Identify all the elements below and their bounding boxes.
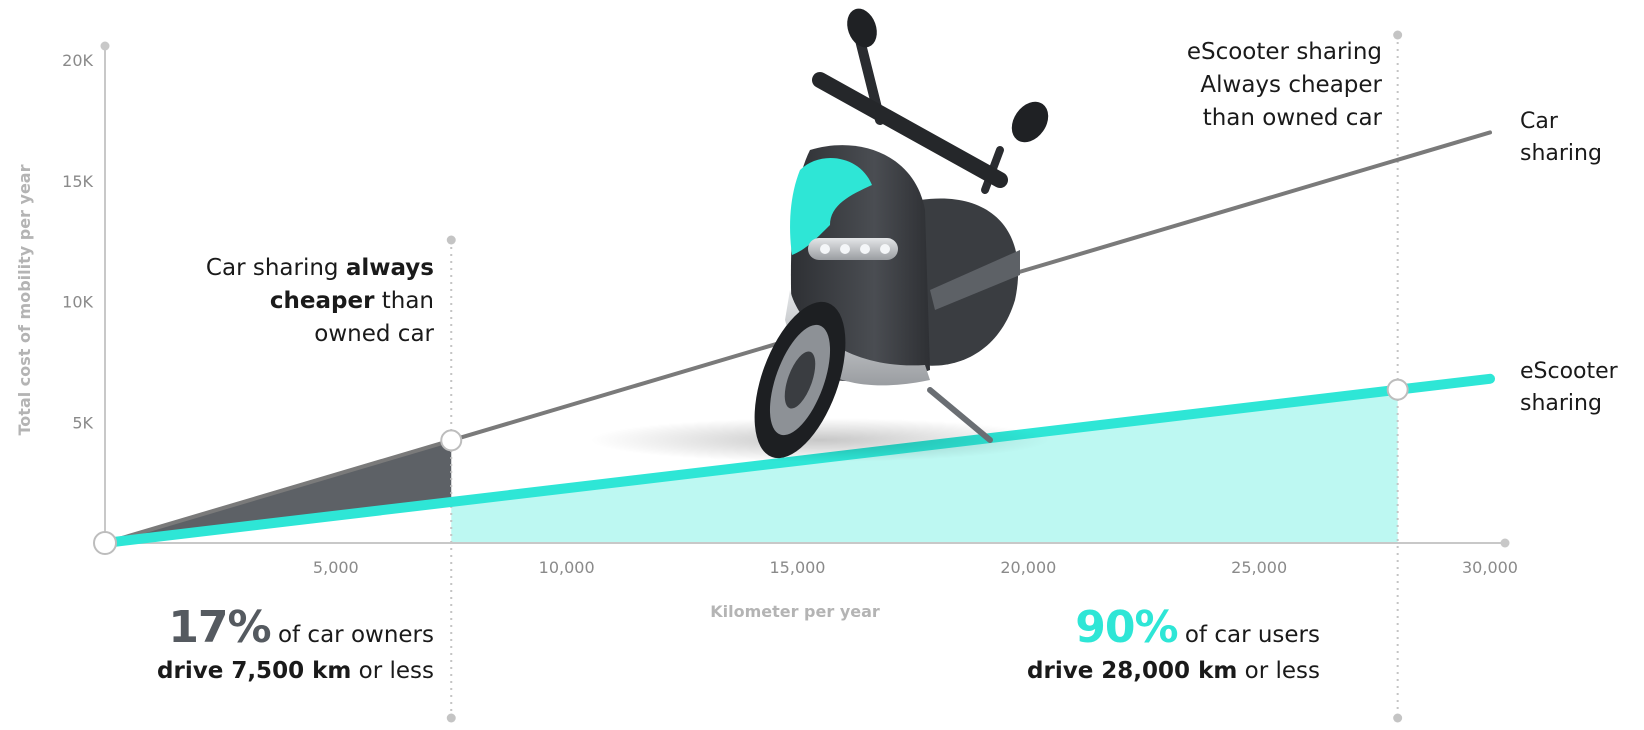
point-marker bbox=[440, 429, 463, 452]
stat-percent: 90% bbox=[1075, 602, 1178, 653]
y-axis-end-dot bbox=[100, 41, 110, 51]
point-markers bbox=[93, 378, 1409, 555]
stat-line: drive 7,500 km or less bbox=[14, 653, 434, 689]
x-tick-label: 15,000 bbox=[770, 558, 826, 577]
x-tick-label: 30,000 bbox=[1462, 558, 1518, 577]
annotation-line: Always cheaper bbox=[1200, 72, 1382, 98]
vertical-guides bbox=[446, 30, 1403, 723]
y-tick-label: 20K bbox=[62, 51, 93, 70]
stat-percent: 17% bbox=[168, 602, 271, 653]
x-tick-label: 20,000 bbox=[1000, 558, 1056, 577]
annotation-text: Car sharing bbox=[205, 255, 346, 281]
annotation-line: eScooter sharing bbox=[1186, 39, 1382, 65]
series-label-line: Car bbox=[1520, 109, 1558, 134]
stat-car-owners: 17% of car owners drive 7,500 km or less bbox=[14, 606, 434, 689]
y-tick-label: 5K bbox=[72, 413, 93, 432]
series-label-car-sharing: Car sharing bbox=[1520, 106, 1602, 170]
x-axis-title: Kilometer per year bbox=[710, 602, 880, 621]
vertical-guide-dot bbox=[446, 235, 456, 245]
stat-bold: drive 28,000 km bbox=[1027, 658, 1238, 684]
point-marker bbox=[1386, 378, 1409, 401]
point-marker bbox=[93, 531, 117, 555]
y-axis-title: Total cost of mobility per year bbox=[15, 164, 34, 435]
annotation-line: owned car bbox=[314, 321, 434, 347]
annotation-line: than owned car bbox=[1202, 105, 1382, 131]
y-tick-label: 15K bbox=[62, 172, 93, 191]
y-tick-label: 10K bbox=[62, 293, 93, 312]
stat-line: 90% of car users bbox=[900, 606, 1320, 653]
axes: 5,000 10,000 15,000 20,000 25,000 30,000 5K 10K… bbox=[15, 41, 1518, 621]
vertical-guide-dot bbox=[1393, 713, 1403, 723]
x-tick-label: 5,000 bbox=[313, 558, 359, 577]
stat-text: of car owners bbox=[270, 622, 434, 648]
escooter-photo bbox=[590, 8, 1050, 462]
series-label-line: sharing bbox=[1520, 141, 1602, 166]
vertical-guide-dot bbox=[446, 713, 456, 723]
x-axis-end-dot bbox=[1500, 538, 1510, 548]
annotation-bold: always bbox=[345, 255, 434, 281]
stat-text: or less bbox=[1237, 658, 1320, 684]
series-label-line: sharing bbox=[1520, 391, 1602, 416]
stat-car-users: 90% of car users drive 28,000 km or less bbox=[900, 606, 1320, 689]
annotation-line: cheaper than bbox=[114, 285, 434, 318]
stat-text: of car users bbox=[1177, 622, 1320, 648]
series-label-escooter-sharing: eScooter sharing bbox=[1520, 356, 1618, 420]
stat-line: drive 28,000 km or less bbox=[900, 653, 1320, 689]
annotation-car-sharing-cheaper: Car sharing always cheaper than owned ca… bbox=[114, 252, 434, 351]
series-label-line: eScooter bbox=[1520, 359, 1618, 384]
stat-bold: drive 7,500 km bbox=[157, 658, 352, 684]
annotation-line: Car sharing always bbox=[114, 252, 434, 285]
stat-text: or less bbox=[351, 658, 434, 684]
shaded-region-escooter-cheaper bbox=[451, 389, 1398, 543]
x-tick-label: 25,000 bbox=[1231, 558, 1287, 577]
annotation-escooter-cheaper: eScooter sharing Always cheaper than own… bbox=[1062, 36, 1382, 135]
stat-line: 17% of car owners bbox=[14, 606, 434, 653]
annotation-bold: cheaper bbox=[269, 288, 375, 314]
annotation-text: than bbox=[374, 288, 434, 314]
x-tick-label: 10,000 bbox=[539, 558, 595, 577]
vertical-guide-dot bbox=[1393, 30, 1403, 40]
